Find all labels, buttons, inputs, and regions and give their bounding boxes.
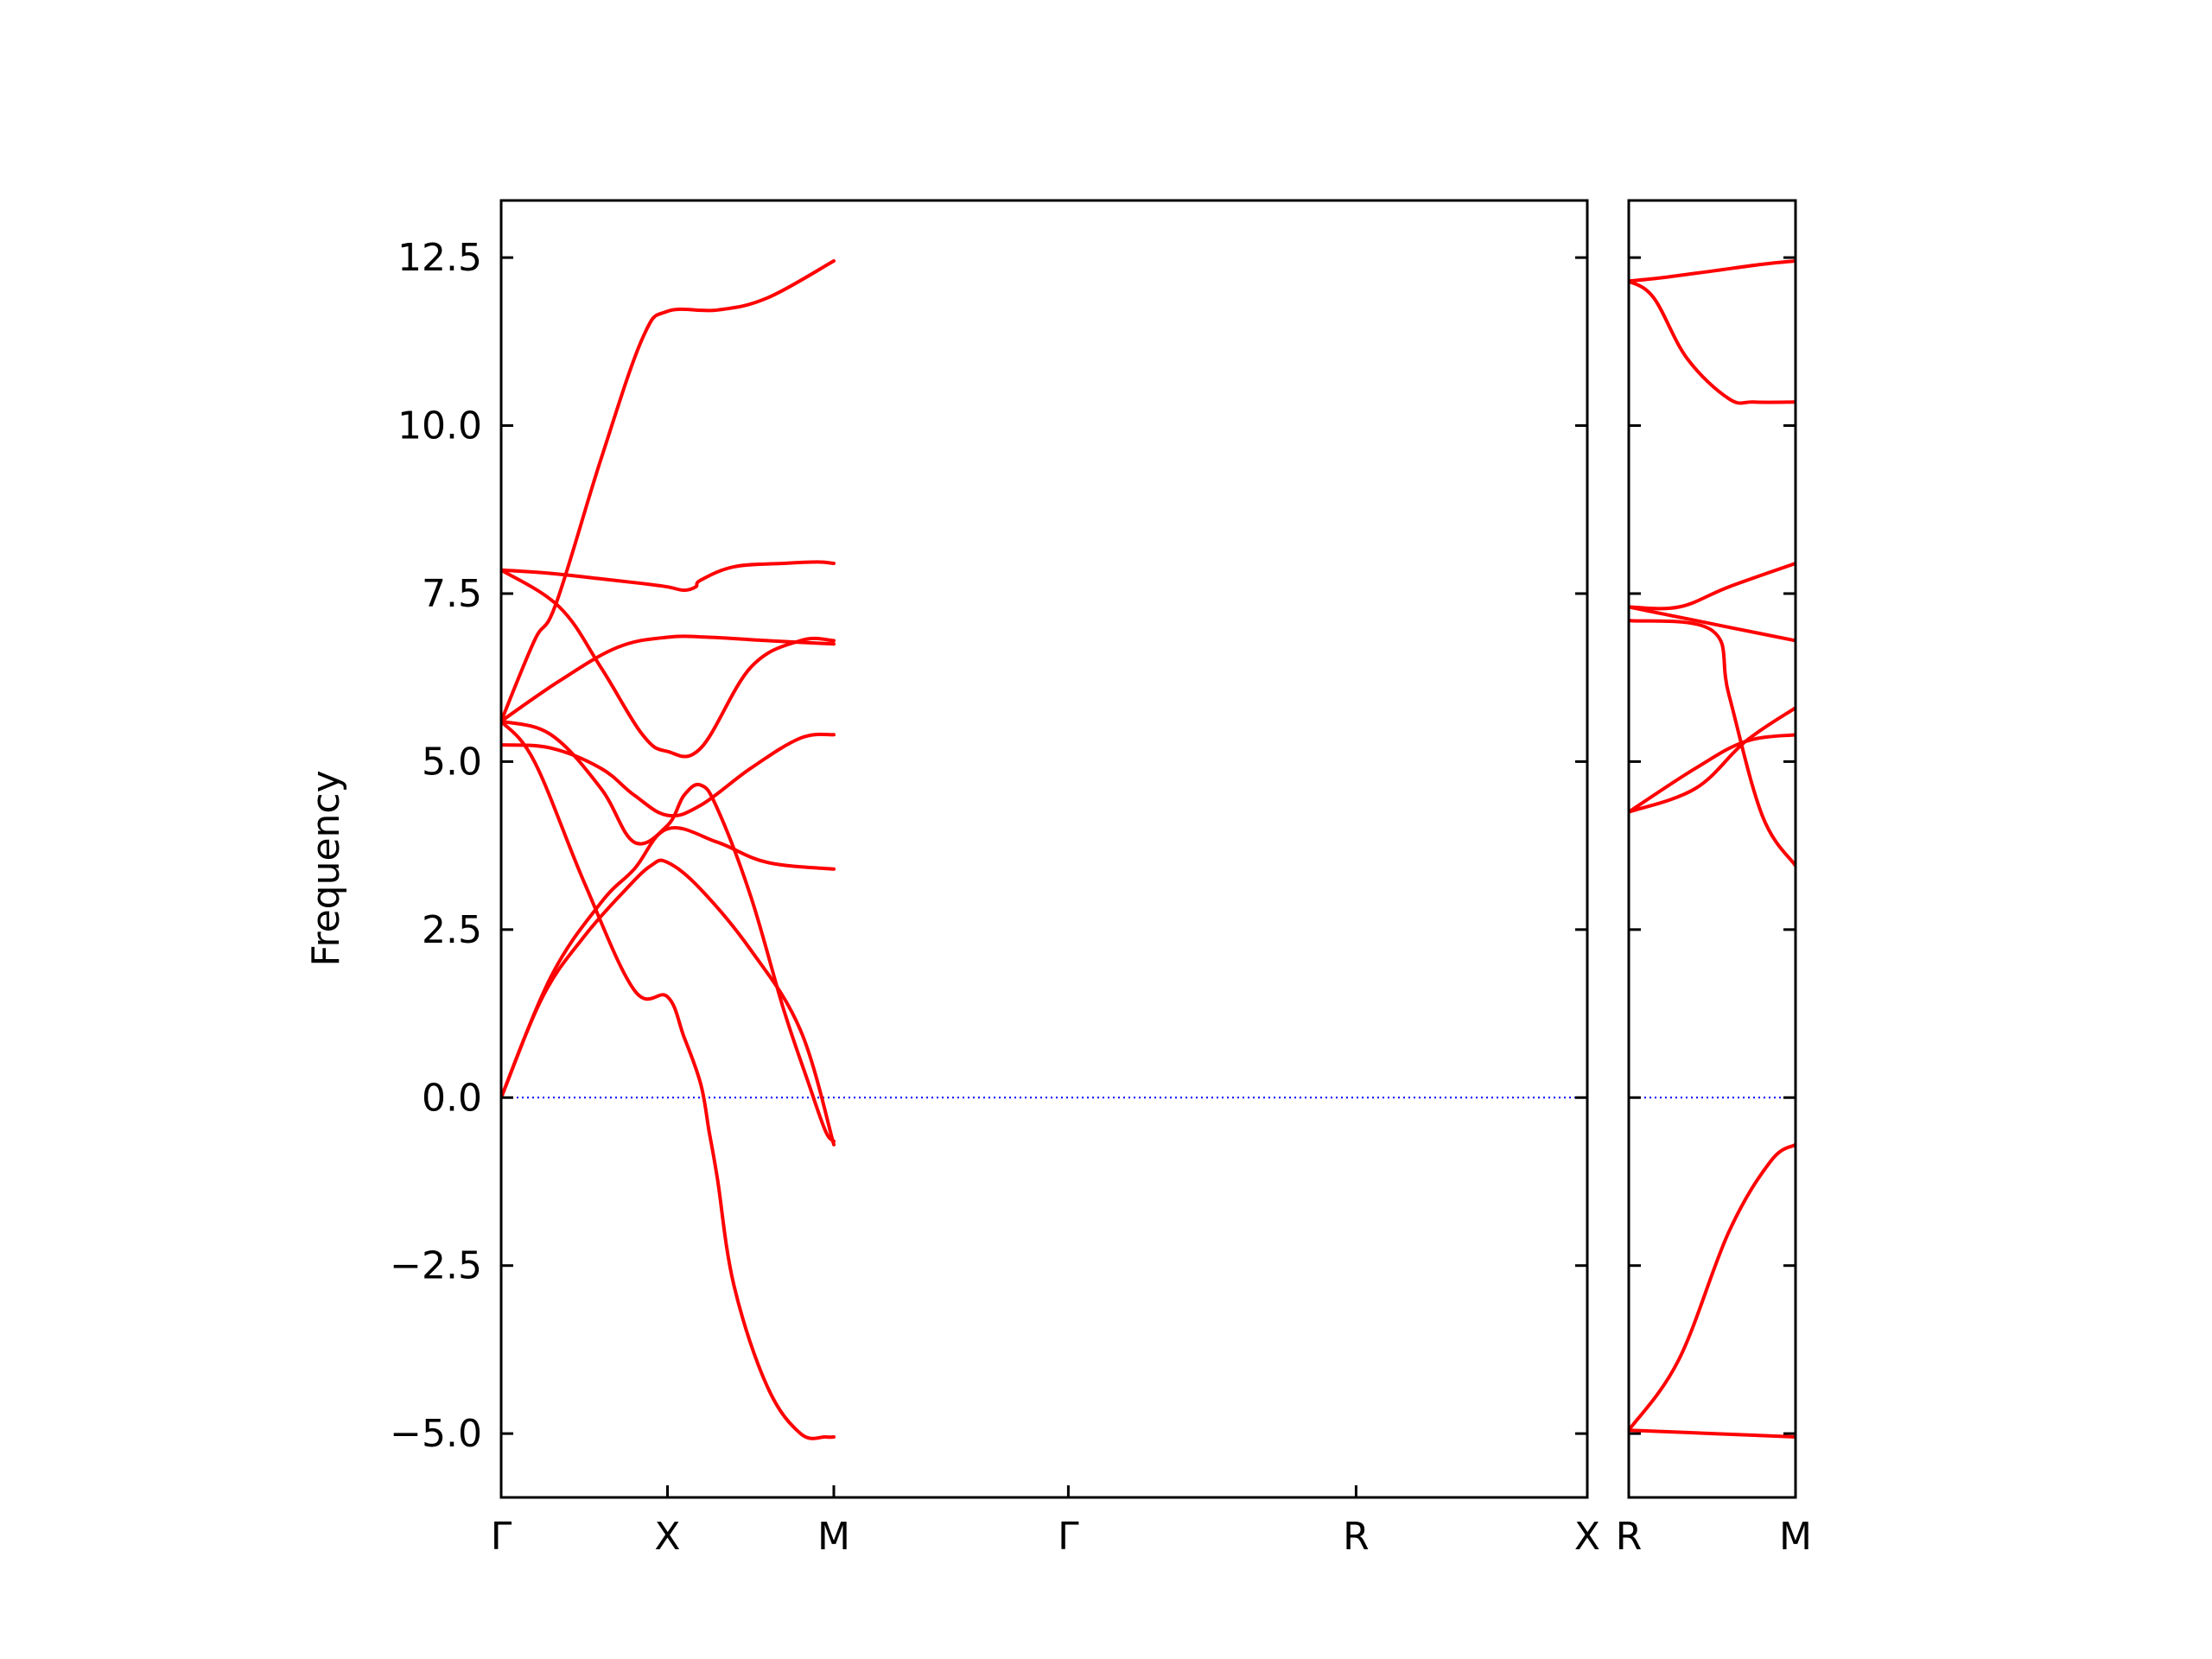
x-tick-label: X	[1574, 1515, 1600, 1559]
left-plot-panel: −5.0 −2.5 0.0 2.5 5.0 7.5 10.0 12.5 Γ X M Γ R X	[390, 199, 1600, 1559]
right-axes-frame	[1627, 199, 1797, 1499]
left-plot-area	[501, 259, 1587, 1440]
y-tick-label: 5.0	[422, 740, 482, 784]
x-tick-label: Γ	[1058, 1515, 1079, 1559]
left-band-line-4	[501, 634, 836, 723]
x-tick-label: M	[817, 1515, 850, 1559]
y-axis-label: Frequency	[304, 770, 348, 966]
left-band-line-5	[501, 732, 836, 818]
left-band-line-7	[501, 858, 836, 1147]
x-tick-label: R	[1616, 1515, 1643, 1559]
left-band-line-1	[501, 560, 836, 593]
right-band-line-6	[1629, 733, 1796, 814]
right-band-line-9	[1629, 1428, 1796, 1439]
x-tick-label: R	[1343, 1515, 1370, 1559]
left-axes-frame	[499, 199, 1589, 1499]
left-band-line-2	[501, 568, 836, 759]
y-tick-label: 12.5	[397, 236, 482, 280]
y-tick-label: −5.0	[390, 1412, 482, 1456]
y-tick-label: 0.0	[422, 1076, 482, 1120]
left-band-line-8	[501, 719, 836, 1440]
x-tick-label: M	[1779, 1515, 1812, 1559]
y-tick-label: 2.5	[422, 908, 482, 952]
right-plot-area	[1629, 259, 1796, 1439]
y-tick-label: −2.5	[390, 1244, 482, 1288]
x-tick-label: Γ	[491, 1515, 512, 1559]
right-band-line-5	[1629, 706, 1796, 814]
left-band-line-6	[501, 719, 836, 1143]
left-band-line-3	[501, 259, 836, 723]
right-band-line-3	[1629, 562, 1796, 611]
right-band-line-4	[1629, 605, 1796, 643]
y-tick-label: 7.5	[422, 572, 482, 616]
right-band-line-1	[1629, 259, 1796, 283]
right-band-line-8	[1629, 1142, 1796, 1433]
right-band-line-7	[1629, 619, 1796, 868]
x-tick-label: X	[654, 1515, 680, 1559]
left-band-line-9	[501, 826, 836, 1100]
y-tick-label: 10.0	[397, 404, 482, 448]
right-band-line-2	[1629, 279, 1796, 405]
